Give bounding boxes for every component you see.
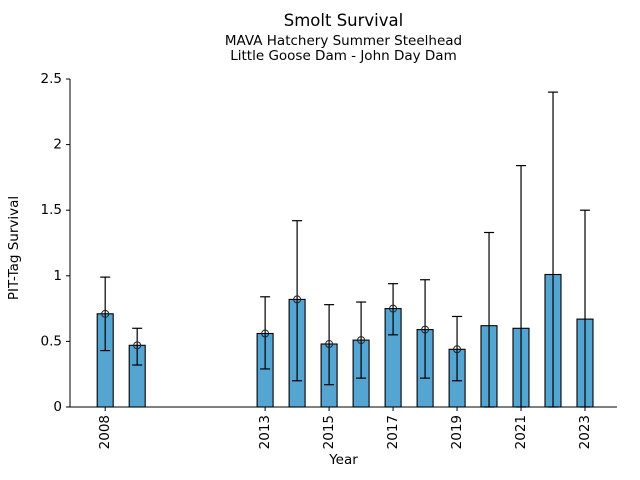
chart-subtitle-line2: Little Goose Dam - John Day Dam [230,48,457,64]
x-axis-label: Year [329,452,358,468]
y-tick-label: 0.5 [41,333,62,349]
data-point-marker [357,336,366,345]
data-point-marker [293,295,302,304]
data-point-marker [389,304,398,313]
data-point-marker [101,309,110,318]
data-point-marker [261,329,270,338]
chart-title: Smolt Survival [283,11,404,30]
y-tick-label: 0 [53,399,62,415]
y-tick-label: 2.5 [41,71,62,87]
x-tick-label: 2015 [321,415,337,449]
data-point-marker [421,325,430,334]
data-point-marker [133,341,142,350]
data-point-marker [325,340,334,349]
x-tick-label: 2008 [97,415,113,449]
x-tick-label: 2023 [577,415,593,449]
x-tick-label: 2019 [449,415,465,449]
chart-subtitle-line1: MAVA Hatchery Summer Steelhead [224,33,463,49]
x-tick-label: 2013 [257,415,273,449]
data-point-marker [453,345,462,354]
y-tick-label: 1 [53,268,62,284]
y-tick-label: 2 [53,137,62,153]
y-tick-label: 1.5 [41,202,62,218]
x-tick-label: 2021 [513,415,529,449]
x-tick-label: 2017 [385,415,401,449]
